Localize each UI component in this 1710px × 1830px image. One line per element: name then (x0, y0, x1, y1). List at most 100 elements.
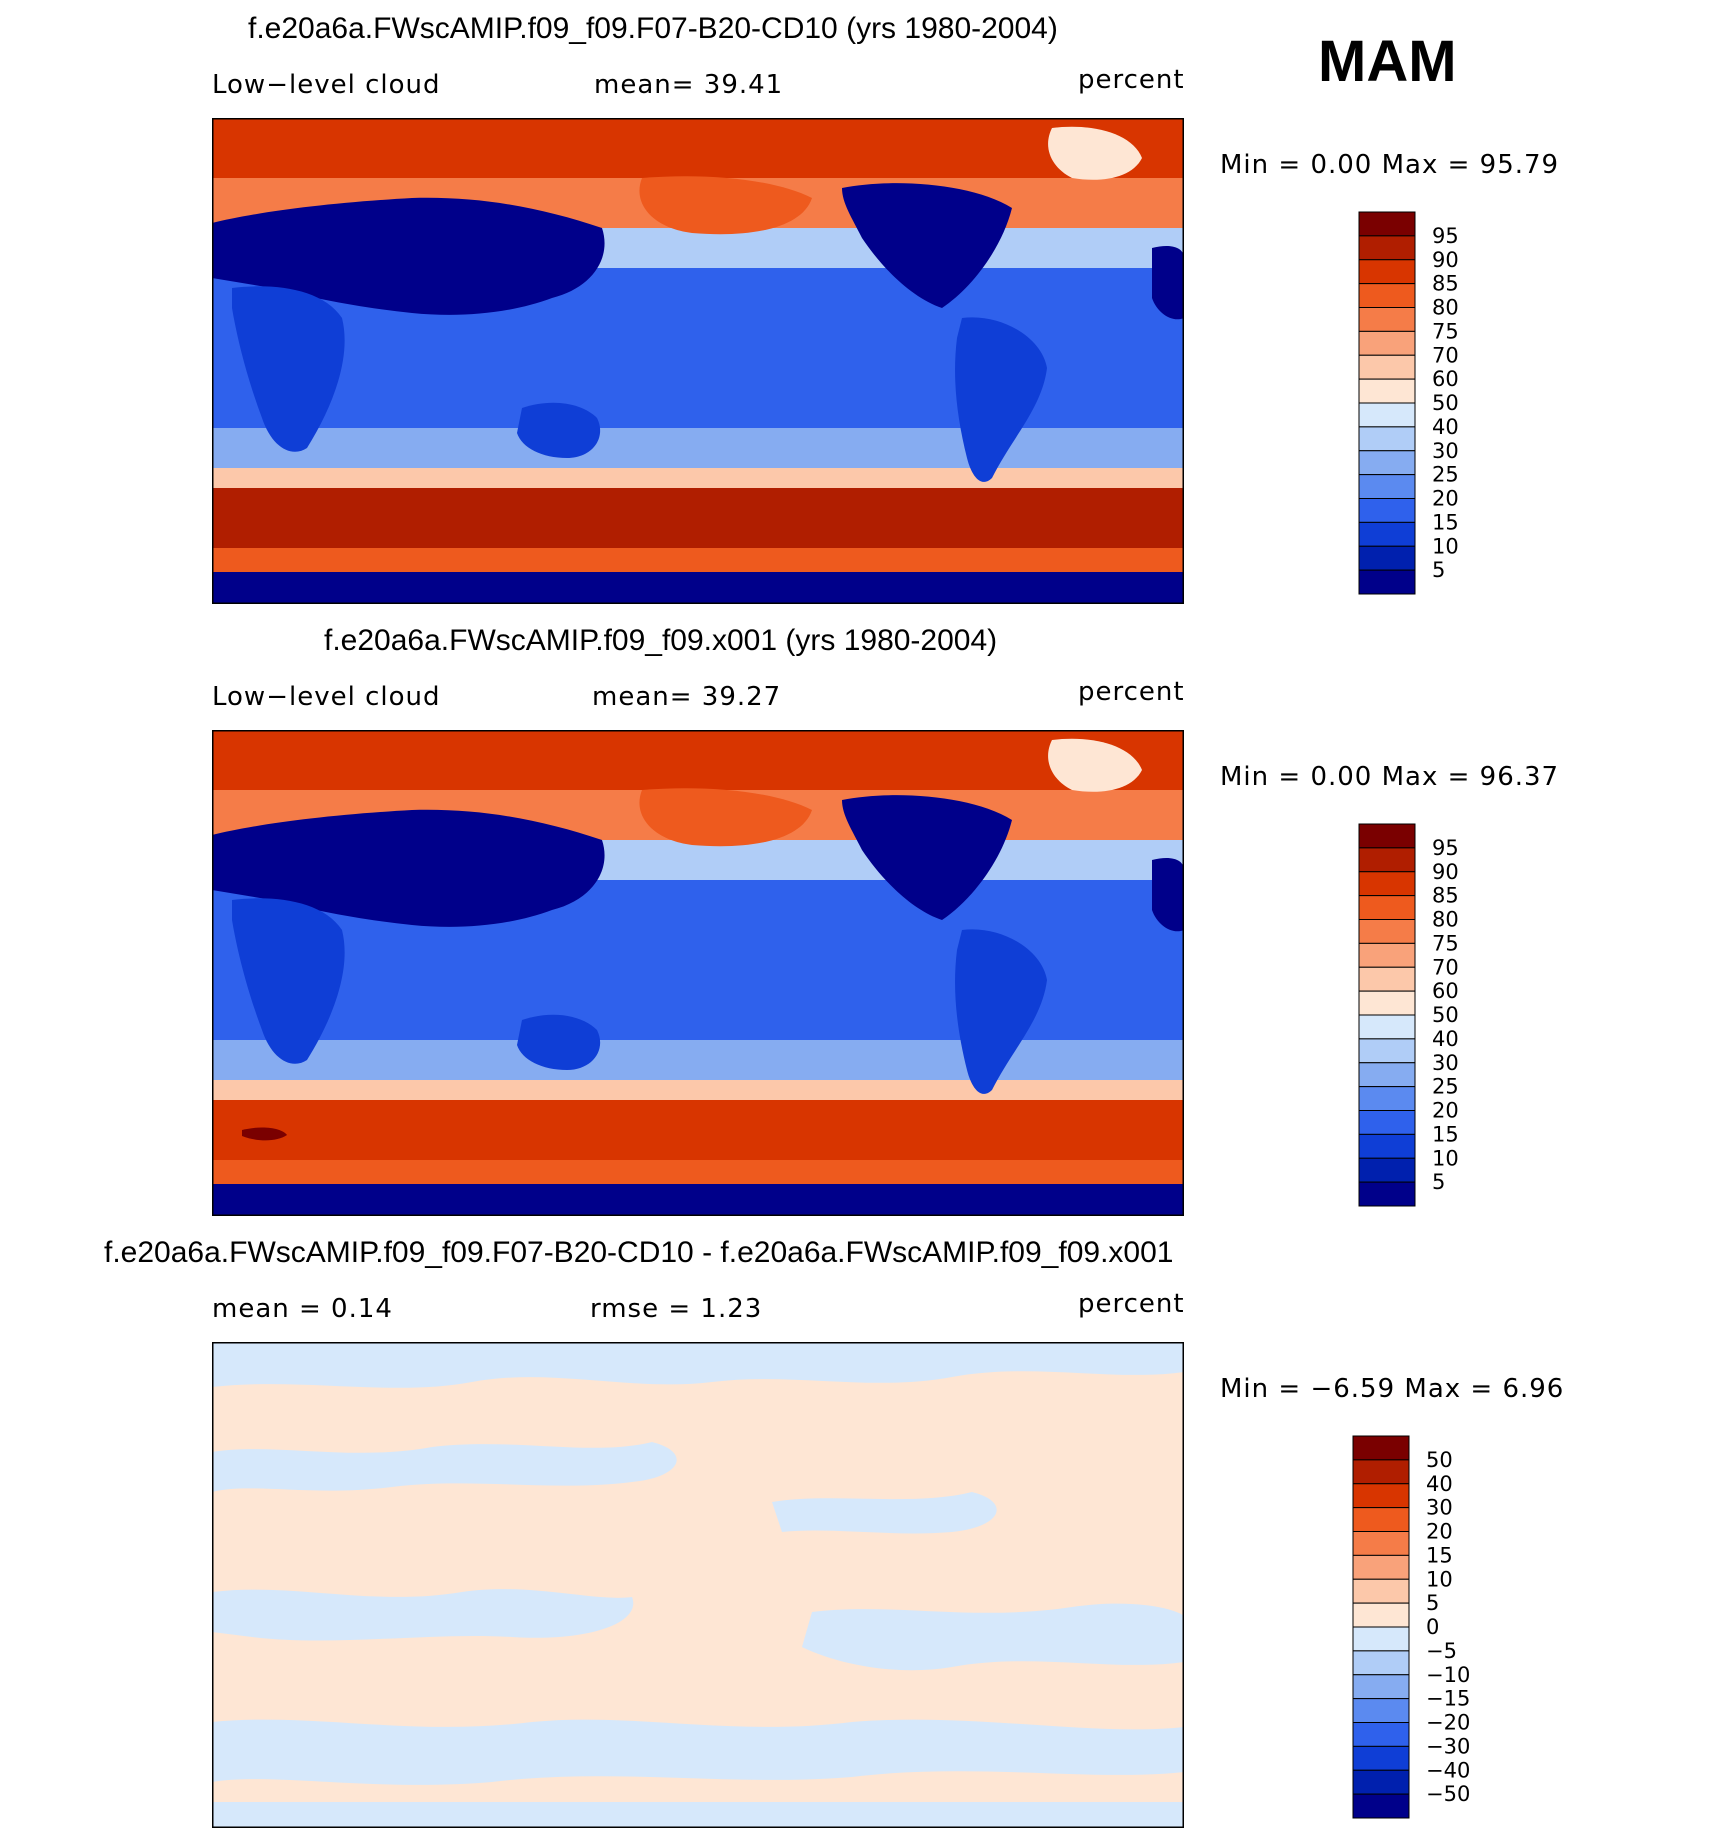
colorbar-tick-label: 25 (1432, 1075, 1459, 1099)
colorbar-swatch (1358, 871, 1416, 897)
colorbar-swatch (1358, 919, 1416, 944)
map-plot (212, 1342, 1184, 1828)
colorbar-tick-label: −15 (1426, 1687, 1470, 1711)
colorbar-swatches (1358, 211, 1416, 595)
band-arctic (212, 118, 1184, 178)
colorbar-swatches (1358, 823, 1416, 1207)
colorbar-tick-label: −30 (1426, 1734, 1470, 1758)
band-south-sub (212, 1040, 1184, 1080)
colorbar-tick-label: 50 (1426, 1448, 1453, 1472)
panel-title: f.e20a6a.FWscAMIP.f09_f09.x001 (yrs 1980… (324, 624, 998, 657)
minmax-label: Min = −6.59 Max = 6.96 (1220, 1374, 1565, 1404)
colorbar-tick-label: −50 (1426, 1782, 1470, 1806)
colorbar-swatch (1358, 330, 1416, 356)
region-south-america (955, 317, 1047, 482)
colorbar-swatch (1352, 1507, 1410, 1532)
colorbar-tick-label: 30 (1432, 1051, 1459, 1075)
colorbar-tick-label: 20 (1432, 1099, 1459, 1123)
variable-label: Low−level cloud (212, 70, 441, 100)
region-negative (212, 1442, 677, 1492)
colorbar-swatch (1358, 307, 1416, 332)
band-south-trans (212, 468, 1184, 488)
colorbar-swatch (1352, 1578, 1410, 1604)
colorbar-swatch (1358, 823, 1416, 849)
colorbar-swatch (1358, 1086, 1416, 1111)
colorbar-swatch (1358, 521, 1416, 547)
colorbar-swatch (1352, 1650, 1410, 1676)
colorbar-swatch (1352, 1626, 1410, 1652)
mean-label: mean= 39.41 (594, 70, 784, 100)
colorbar-tick-label: 20 (1426, 1520, 1453, 1544)
colorbar-tick-label: 30 (1426, 1496, 1453, 1520)
colorbar-tick-label: 25 (1432, 463, 1459, 487)
mean-label: mean = 0.14 (212, 1294, 393, 1324)
region-negative (772, 1492, 997, 1534)
band-antarctica (212, 572, 1184, 604)
region-southern-max (242, 1127, 287, 1141)
panel-title: f.e20a6a.FWscAMIP.f09_f09.F07-B20-CD10 -… (104, 1236, 1174, 1269)
colorbar-tick-label: −10 (1426, 1663, 1470, 1687)
colorbar-swatch (1358, 1133, 1416, 1159)
colorbar-tick-label: 50 (1432, 1003, 1459, 1027)
colorbar-tick-label: 75 (1432, 319, 1459, 343)
region-negative (802, 1603, 1184, 1671)
colorbar-swatch (1358, 259, 1416, 285)
colorbar-swatch (1358, 402, 1416, 428)
colorbar-swatch (1352, 1531, 1410, 1556)
colorbar-swatch (1358, 235, 1416, 261)
colorbar-tick-label: 40 (1426, 1472, 1453, 1496)
season-label: MAM (1318, 29, 1457, 94)
colorbar-swatch (1358, 966, 1416, 992)
colorbar-swatch (1358, 378, 1416, 404)
variable-label: Low−level cloud (212, 682, 441, 712)
colorbar-tick-label: 50 (1432, 391, 1459, 415)
region-africa (232, 286, 345, 452)
colorbar-swatch (1352, 1435, 1410, 1461)
colorbar-swatch (1352, 1602, 1410, 1628)
units-label: percent (1078, 677, 1185, 707)
region-greenland (1048, 738, 1142, 792)
colorbar-tick-label: 10 (1426, 1567, 1453, 1591)
region-north-america (842, 183, 1012, 308)
colorbar-tick-label: −20 (1426, 1711, 1470, 1735)
band-south-edge (212, 1160, 1184, 1184)
colorbar-tick-label: 75 (1432, 931, 1459, 955)
region-eurasia (212, 197, 605, 315)
colorbar-tick-label: 95 (1432, 836, 1459, 860)
region-negative (212, 1342, 1184, 1388)
colorbar-swatch (1358, 895, 1416, 920)
colorbar-swatch (1358, 474, 1416, 499)
region-south-america (955, 929, 1047, 1094)
band-southern-ocean (212, 1100, 1184, 1160)
colorbar-swatch (1358, 1110, 1416, 1135)
colorbar-swatch (1352, 1769, 1410, 1795)
colorbar-swatch (1358, 450, 1416, 476)
colorbar-tick-label: 60 (1432, 367, 1459, 391)
units-label: percent (1078, 1289, 1185, 1319)
minmax-label: Min = 0.00 Max = 95.79 (1220, 150, 1560, 180)
region-negative (212, 1589, 634, 1641)
colorbar-swatch (1358, 990, 1416, 1016)
units-label: percent (1078, 65, 1185, 95)
colorbar-tick-label: 5 (1426, 1591, 1439, 1615)
region-africa (232, 898, 345, 1064)
region-north-pacific-stratus (639, 788, 812, 847)
colorbar-tick-label: 30 (1432, 439, 1459, 463)
colorbar-swatch (1358, 1181, 1416, 1207)
colorbar-swatch (1358, 211, 1416, 237)
colorbar-tick-label: 15 (1426, 1543, 1453, 1567)
map-plot (212, 730, 1184, 1216)
colorbar-swatch (1352, 1698, 1410, 1723)
region-atlantic-east (1152, 246, 1184, 320)
colorbar-swatch (1358, 847, 1416, 873)
region-australia (517, 402, 601, 458)
colorbar-swatch (1352, 1745, 1410, 1771)
colorbar-tick-label: 15 (1432, 1122, 1459, 1146)
colorbar-tick-label: 80 (1432, 296, 1459, 320)
colorbar-swatch (1358, 354, 1416, 380)
colorbar-swatch (1358, 569, 1416, 595)
colorbar-swatch (1358, 498, 1416, 523)
